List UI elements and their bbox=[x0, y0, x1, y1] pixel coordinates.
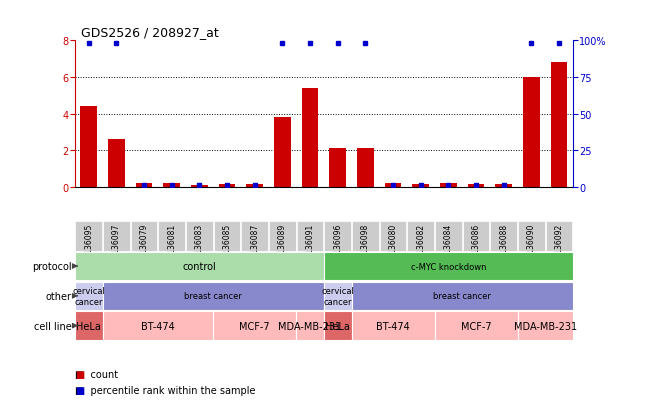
Bar bbox=[408, 222, 434, 252]
Bar bbox=[352, 282, 573, 311]
Bar bbox=[467, 185, 484, 188]
Bar bbox=[385, 184, 401, 188]
Bar bbox=[301, 89, 318, 188]
Text: GSM136080: GSM136080 bbox=[389, 223, 398, 269]
Text: ■: ■ bbox=[75, 369, 84, 379]
Bar bbox=[324, 282, 352, 311]
Bar bbox=[242, 222, 268, 252]
Bar bbox=[158, 222, 185, 252]
Text: ■: ■ bbox=[75, 385, 84, 395]
Bar bbox=[495, 185, 512, 188]
Bar bbox=[324, 252, 573, 281]
Text: MDA-MB-231: MDA-MB-231 bbox=[514, 321, 577, 331]
Text: MCF-7: MCF-7 bbox=[240, 321, 270, 331]
Bar bbox=[269, 222, 296, 252]
Bar bbox=[551, 63, 567, 188]
Text: GSM136083: GSM136083 bbox=[195, 223, 204, 269]
Bar bbox=[135, 184, 152, 188]
Bar bbox=[490, 222, 517, 252]
Text: c-MYC knockdown: c-MYC knockdown bbox=[411, 262, 486, 271]
Text: control: control bbox=[182, 261, 216, 271]
Text: cervical
cancer: cervical cancer bbox=[72, 287, 105, 306]
Text: MCF-7: MCF-7 bbox=[461, 321, 492, 331]
Bar bbox=[75, 252, 324, 281]
Bar bbox=[103, 311, 213, 340]
Bar bbox=[352, 222, 379, 252]
Text: GDS2526 / 208927_at: GDS2526 / 208927_at bbox=[81, 26, 219, 39]
Bar bbox=[546, 222, 572, 252]
Bar bbox=[214, 222, 240, 252]
Bar bbox=[357, 149, 374, 188]
Text: cervical
cancer: cervical cancer bbox=[322, 287, 354, 306]
Bar bbox=[191, 186, 208, 188]
Bar bbox=[219, 185, 235, 188]
Bar bbox=[324, 311, 352, 340]
Bar bbox=[296, 311, 324, 340]
Text: GSM136097: GSM136097 bbox=[112, 223, 121, 270]
Text: BT-474: BT-474 bbox=[376, 321, 410, 331]
Bar bbox=[380, 222, 406, 252]
Bar bbox=[329, 149, 346, 188]
Bar bbox=[103, 282, 324, 311]
Bar bbox=[108, 140, 125, 188]
Bar bbox=[413, 185, 429, 188]
Bar bbox=[440, 184, 457, 188]
Text: GSM136090: GSM136090 bbox=[527, 223, 536, 270]
Bar bbox=[518, 311, 573, 340]
Text: GSM136088: GSM136088 bbox=[499, 223, 508, 269]
Text: ■  count: ■ count bbox=[75, 369, 118, 379]
Text: GSM136079: GSM136079 bbox=[139, 223, 148, 270]
Text: GSM136081: GSM136081 bbox=[167, 223, 176, 269]
Bar bbox=[81, 107, 97, 188]
Bar bbox=[352, 311, 435, 340]
Text: cell line: cell line bbox=[34, 321, 72, 331]
Text: breast cancer: breast cancer bbox=[434, 292, 491, 301]
Text: GSM136082: GSM136082 bbox=[416, 223, 425, 269]
Text: GSM136087: GSM136087 bbox=[250, 223, 259, 269]
Bar bbox=[75, 311, 103, 340]
Bar bbox=[103, 222, 130, 252]
Bar bbox=[76, 222, 102, 252]
Text: GSM136096: GSM136096 bbox=[333, 223, 342, 270]
Bar bbox=[297, 222, 324, 252]
Text: GSM136092: GSM136092 bbox=[555, 223, 564, 269]
Text: BT-474: BT-474 bbox=[141, 321, 174, 331]
Bar bbox=[186, 222, 213, 252]
Text: GSM136098: GSM136098 bbox=[361, 223, 370, 269]
Text: GSM136091: GSM136091 bbox=[305, 223, 314, 269]
Text: MDA-MB-231: MDA-MB-231 bbox=[279, 321, 342, 331]
Bar bbox=[463, 222, 490, 252]
Bar bbox=[435, 311, 518, 340]
Text: protocol: protocol bbox=[32, 261, 72, 271]
Text: other: other bbox=[46, 291, 72, 301]
Bar bbox=[213, 311, 296, 340]
Bar bbox=[246, 185, 263, 188]
Bar bbox=[274, 118, 290, 188]
Text: GSM136084: GSM136084 bbox=[444, 223, 453, 269]
Text: HeLa: HeLa bbox=[326, 321, 350, 331]
Text: GSM136089: GSM136089 bbox=[278, 223, 287, 269]
Bar bbox=[131, 222, 158, 252]
Bar bbox=[324, 222, 351, 252]
Text: HeLa: HeLa bbox=[76, 321, 101, 331]
Bar bbox=[163, 184, 180, 188]
Bar bbox=[523, 78, 540, 188]
Bar bbox=[435, 222, 462, 252]
Bar bbox=[75, 282, 103, 311]
Text: ■  percentile rank within the sample: ■ percentile rank within the sample bbox=[75, 385, 255, 395]
Text: GSM136095: GSM136095 bbox=[84, 223, 93, 270]
Text: GSM136085: GSM136085 bbox=[223, 223, 232, 269]
Text: GSM136086: GSM136086 bbox=[471, 223, 480, 269]
Text: breast cancer: breast cancer bbox=[184, 292, 242, 301]
Bar bbox=[518, 222, 545, 252]
